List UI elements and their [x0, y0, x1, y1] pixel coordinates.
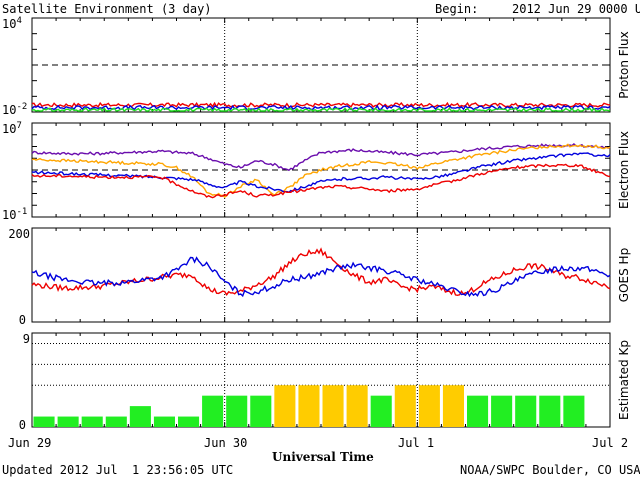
panel-2-y-tick-label: 10-1 — [2, 207, 27, 222]
panel-3-series-blue — [31, 256, 611, 298]
panel-3-series-red — [31, 247, 611, 297]
panel-2-y-tick-label: 107 — [2, 121, 22, 136]
panel-4-kp-bar — [394, 385, 416, 427]
credit-text: NOAA/SWPC Boulder, CO USA — [460, 463, 640, 477]
panel-2-series-blue — [31, 152, 611, 193]
x-tick-jun29: Jun 29 — [8, 436, 52, 450]
panel-4-kp-bar — [274, 385, 296, 427]
panel-3-y-tick-label-top: 200 — [8, 227, 30, 241]
begin-label: Begin: — [435, 2, 479, 16]
panel-3-frame — [31, 227, 611, 323]
panel-3-y-tick-label-bottom: 0 — [19, 313, 26, 327]
panel-4-kp-bar — [563, 395, 585, 427]
chart-title: Satellite Environment (3 day) — [2, 2, 212, 16]
panel-1-series-green — [31, 107, 611, 113]
panel-4-kp-bar — [178, 416, 200, 427]
panel-4-kp-bar — [515, 395, 537, 427]
panel-4-kp-bar — [105, 416, 127, 427]
panel-4-kp-bar — [442, 385, 464, 427]
panel-4-y-tick-label-top: 9 — [23, 332, 30, 346]
panel-4-kp-bar — [81, 416, 103, 427]
panel-4-kp-bar — [202, 395, 224, 427]
panel-4-kp-bar — [539, 395, 561, 427]
panel-4-kp-bar — [467, 395, 489, 427]
panel-4-kp-bar — [226, 395, 248, 427]
updated-timestamp: Updated 2012 Jul 1 23:56:05 UTC — [2, 463, 234, 477]
panel-4-frame — [31, 332, 611, 428]
panel-2-series-red — [31, 163, 611, 199]
panel-4-kp-bar — [418, 385, 440, 427]
panel-4-kp-bar — [250, 395, 272, 427]
panel-3-panel-label: GOES Hp — [617, 248, 631, 302]
panel-4-kp-bar — [491, 395, 513, 427]
panel-4-kp-bar — [322, 385, 344, 427]
panel-1-series-red — [31, 101, 611, 109]
panel-1-panel-label: Proton Flux — [617, 31, 631, 98]
x-tick-jul2: Jul 2 — [592, 436, 629, 450]
panel-2-panel-label: Electron Flux — [617, 131, 631, 209]
panel-2-series-orange — [31, 143, 611, 198]
panel-2-series-purple — [31, 142, 611, 172]
panel-4-panel-label: Estimated Kp — [617, 340, 631, 420]
panel-1-y-tick-label: 10-2 — [2, 102, 27, 117]
panel-4-kp-bar — [33, 416, 55, 427]
panel-4-kp-bar — [346, 385, 368, 427]
x-tick-jul1: Jul 1 — [398, 436, 435, 450]
panel-4-kp-bar — [370, 395, 392, 427]
x-tick-jun30: Jun 30 — [204, 436, 248, 450]
panel-4-kp-bar — [57, 416, 79, 427]
panel-4-kp-bar — [129, 406, 151, 427]
panel-4-kp-bar — [153, 416, 175, 427]
begin-value: 2012 Jun 29 0000 UTC — [512, 2, 640, 16]
panel-4-kp-bar — [298, 385, 320, 427]
panel-1-y-tick-label: 104 — [2, 16, 22, 31]
x-axis-title: Universal Time — [272, 450, 374, 464]
panel-4-y-tick-label-bottom: 0 — [19, 418, 26, 432]
